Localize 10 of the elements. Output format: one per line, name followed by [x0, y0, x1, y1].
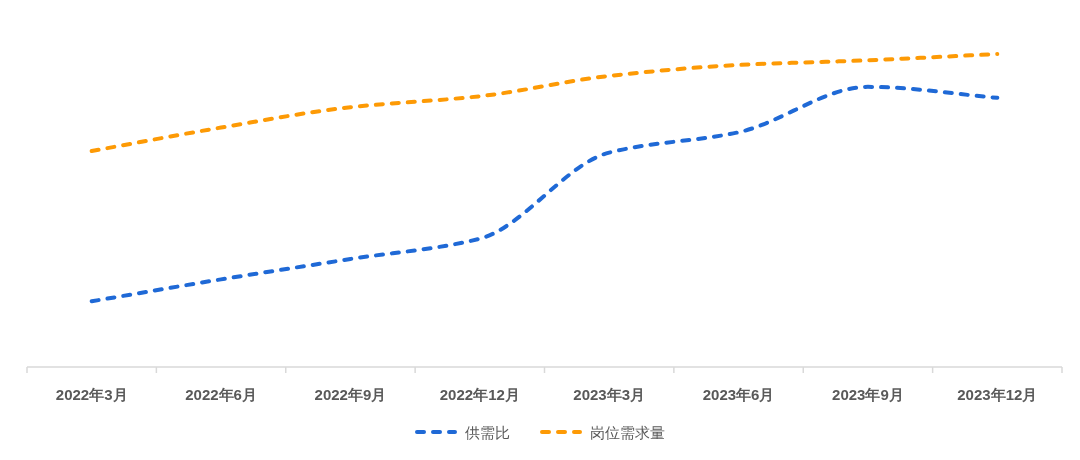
x-tick-label: 2022年12月: [439, 386, 520, 403]
legend-label: 岗位需求量: [590, 423, 665, 441]
x-tick-label: 2023年12月: [957, 386, 1038, 403]
x-tick-label: 2022年9月: [314, 386, 387, 403]
legend-label: 供需比: [465, 423, 510, 441]
x-tick-label: 2023年9月: [832, 386, 904, 403]
x-tick-label: 2022年3月: [55, 386, 128, 403]
x-tick-label: 2022年6月: [185, 386, 257, 403]
x-tick-label: 2023年3月: [573, 386, 646, 403]
x-tick-label: 2023年6月: [702, 386, 775, 403]
